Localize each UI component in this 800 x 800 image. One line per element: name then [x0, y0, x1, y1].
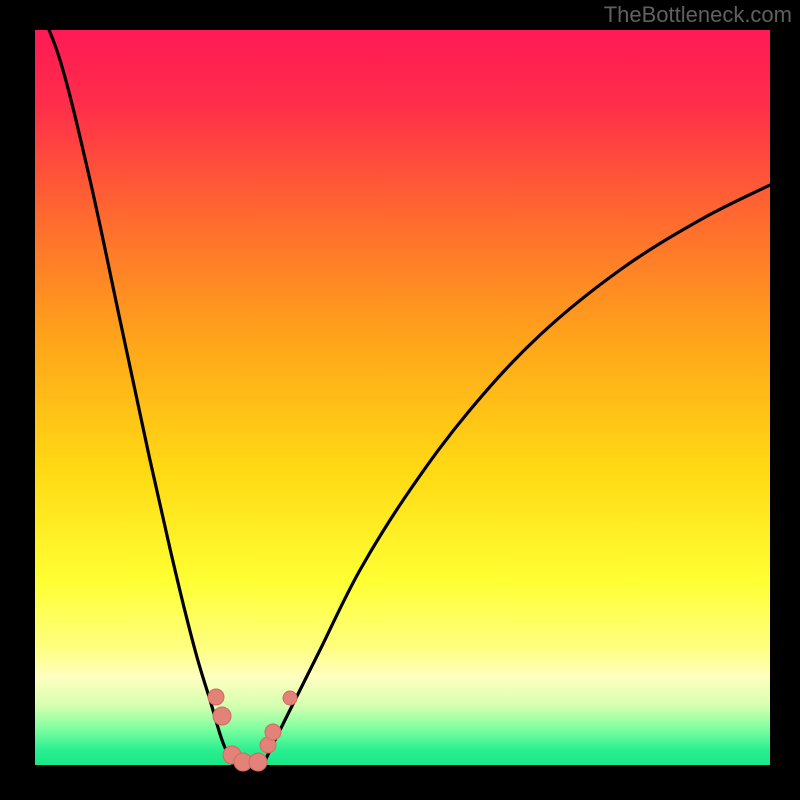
chart-container: { "chart": { "type": "line", "width": 80…: [0, 0, 800, 800]
data-marker: [283, 691, 297, 705]
plot-background: [35, 30, 770, 765]
data-marker: [265, 724, 281, 740]
data-marker: [213, 707, 231, 725]
data-marker: [249, 753, 267, 771]
data-marker: [208, 689, 224, 705]
bottleneck-chart: [0, 0, 800, 800]
watermark-text: TheBottleneck.com: [604, 2, 792, 28]
